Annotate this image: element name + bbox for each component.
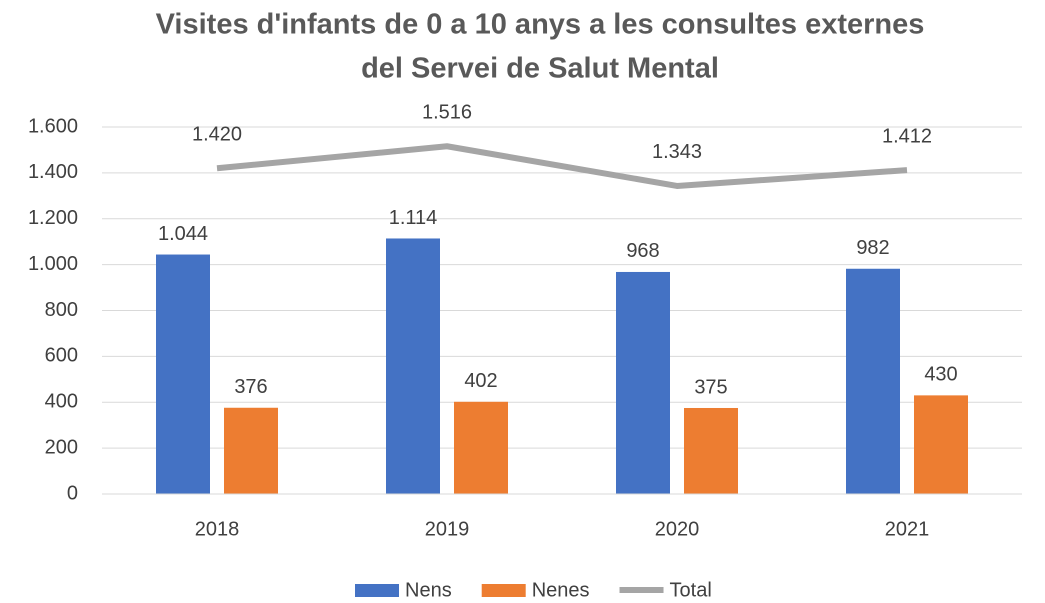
line [216, 143, 908, 189]
legend-label: Nenes [532, 579, 590, 601]
legend-swatch [481, 584, 526, 597]
x-tick-label: 2018 [195, 518, 240, 540]
legend-swatch [355, 584, 399, 597]
data-label: 402 [464, 370, 497, 392]
bar [846, 268, 900, 494]
legend-label: Nens [405, 579, 452, 601]
data-label: 1.420 [192, 124, 242, 146]
data-label: 375 [694, 376, 727, 398]
data-label: 982 [856, 237, 889, 259]
bar [454, 401, 508, 494]
x-tick-label: 2021 [885, 518, 930, 540]
bar [616, 271, 670, 494]
data-label: 430 [924, 364, 957, 386]
data-label: 1.044 [158, 223, 208, 245]
data-label: 1.516 [422, 102, 472, 124]
y-tick-label: 1.400 [28, 161, 78, 183]
data-label: 1.343 [652, 141, 702, 163]
data-label: 1.412 [882, 125, 932, 147]
data-label: 968 [626, 240, 659, 262]
bar [386, 238, 440, 494]
data-label: 1.114 [389, 207, 438, 229]
x-tick-label: 2019 [425, 518, 470, 540]
y-tick-label: 600 [45, 345, 78, 367]
bar [224, 407, 278, 494]
y-tick-label: 1.200 [28, 207, 78, 229]
chart-title: Visites d'infants de 0 a 10 anys a les c… [156, 9, 925, 41]
chart-title: del Servei de Salut Mental [361, 53, 719, 85]
y-tick-label: 0 [67, 482, 78, 504]
y-tick-label: 800 [45, 299, 78, 321]
data-label: 376 [234, 376, 267, 398]
bar [156, 254, 210, 494]
bar [684, 407, 738, 494]
y-tick-label: 1.000 [28, 253, 78, 275]
legend-label: Total [670, 579, 712, 601]
y-tick-label: 1.600 [28, 115, 78, 137]
y-tick-label: 400 [45, 391, 78, 413]
x-tick-label: 2020 [655, 518, 700, 540]
y-tick-label: 200 [45, 436, 78, 458]
bar [914, 395, 968, 494]
